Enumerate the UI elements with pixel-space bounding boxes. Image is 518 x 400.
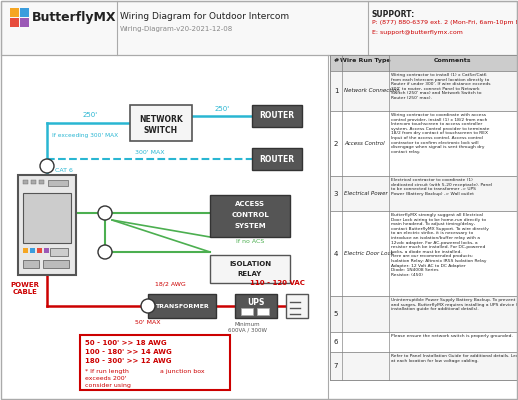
Bar [330,332,517,352]
Bar [210,195,290,237]
Text: Refer to Panel Installation Guide for additional details. Leave 6' service loop
: Refer to Panel Installation Guide for ad… [391,354,518,362]
Circle shape [141,299,155,313]
Text: Uninterruptible Power Supply Battery Backup. To prevent voltage drops
and surges: Uninterruptible Power Supply Battery Bac… [391,298,518,311]
Text: 3: 3 [334,190,338,196]
Text: 100 - 180' >> 14 AWG: 100 - 180' >> 14 AWG [85,349,172,355]
Bar [252,105,302,127]
Text: Access Control: Access Control [344,141,385,146]
Text: P: (877) 880-6379 ext. 2 (Mon-Fri, 6am-10pm EST): P: (877) 880-6379 ext. 2 (Mon-Fri, 6am-1… [372,20,518,25]
Bar [10,8,19,17]
Text: POWER
CABLE: POWER CABLE [10,282,39,295]
Text: RELAY: RELAY [238,271,262,277]
Bar [1,1,517,55]
Text: CAT 6: CAT 6 [55,168,73,173]
Text: TRANSFORMER: TRANSFORMER [155,304,209,308]
Text: 7: 7 [334,363,338,369]
Bar [286,294,308,318]
Text: 1: 1 [45,163,49,169]
Text: Electrical contractor to coordinate (1)
dedicated circuit (with 5-20 receptacle): Electrical contractor to coordinate (1) … [391,178,492,196]
Text: If exceeding 300' MAX: If exceeding 300' MAX [52,133,118,138]
Text: Please ensure the network switch is properly grounded.: Please ensure the network switch is prop… [391,334,513,338]
Bar [330,71,517,111]
Text: consider using: consider using [85,383,131,388]
Text: 5: 5 [334,311,338,317]
Text: Wiring contractor to install (1) x Cat5e/Cat6
from each Intercom panel location : Wiring contractor to install (1) x Cat5e… [391,73,491,100]
Bar [330,55,517,71]
Text: 6: 6 [334,339,338,345]
Text: Wiring-Diagram-v20-2021-12-08: Wiring-Diagram-v20-2021-12-08 [120,26,233,32]
Bar [31,180,36,184]
Text: Wire Run Type: Wire Run Type [340,58,391,63]
Bar [43,260,69,268]
Text: a junction box: a junction box [160,369,205,374]
Text: 1: 1 [334,88,338,94]
Text: Network Connection: Network Connection [344,88,400,94]
Bar [48,180,68,186]
Text: Comments: Comments [434,58,472,63]
Text: ROUTER: ROUTER [260,112,295,120]
Bar [148,294,216,318]
Text: Electric Door Lock: Electric Door Lock [344,251,394,256]
Text: 250': 250' [214,106,229,112]
Text: 180 - 300' >> 12 AWG: 180 - 300' >> 12 AWG [85,358,171,364]
Bar [20,8,29,17]
Bar [18,175,76,275]
Text: 50 - 100' >> 18 AWG: 50 - 100' >> 18 AWG [85,340,167,346]
Circle shape [40,159,54,173]
Text: CONTROL: CONTROL [231,212,269,218]
Circle shape [98,206,112,220]
Bar [330,111,517,176]
Bar [330,211,517,296]
Text: 18/2 AWG: 18/2 AWG [155,282,186,287]
Text: NETWORK: NETWORK [139,115,183,124]
Bar [23,260,39,268]
Text: 4: 4 [334,250,338,256]
Bar [50,248,68,256]
Text: SYSTEM: SYSTEM [234,223,266,229]
Bar [80,335,230,390]
Text: 50' MAX: 50' MAX [135,320,161,325]
Bar [257,308,269,315]
Text: UPS: UPS [247,298,265,307]
Bar [330,296,517,332]
Text: 2: 2 [334,140,338,146]
Bar [130,105,192,141]
Bar [210,255,290,283]
Bar [37,248,42,253]
Bar [39,180,44,184]
Text: ACCESS: ACCESS [235,201,265,207]
Text: 4: 4 [103,249,108,255]
Bar [330,352,517,380]
Text: 110 - 120 VAC: 110 - 120 VAC [250,280,305,286]
Text: ROUTER: ROUTER [260,154,295,164]
Text: E: support@butterflymx.com: E: support@butterflymx.com [372,30,463,35]
Bar [30,248,35,253]
Text: ButterflyMX strongly suggest all Electrical
Door Lock wiring to be home-run dire: ButterflyMX strongly suggest all Electri… [391,213,489,277]
Bar [23,248,28,253]
Circle shape [98,245,112,259]
Text: SWITCH: SWITCH [144,126,178,135]
Text: If no ACS: If no ACS [236,239,264,244]
Bar [252,148,302,170]
Bar [20,18,29,27]
Text: Wiring contractor to coordinate with access
control provider, install (1) x 18/2: Wiring contractor to coordinate with acc… [391,113,490,154]
Text: ISOLATION: ISOLATION [229,261,271,267]
Bar [241,308,253,315]
Bar [330,176,517,211]
Text: 300' MAX: 300' MAX [135,150,165,155]
Text: SUPPORT:: SUPPORT: [372,10,415,19]
Bar [23,180,28,184]
Text: 250': 250' [82,112,97,118]
Bar [10,18,19,27]
Bar [235,294,277,318]
Text: Electrical Power: Electrical Power [344,191,388,196]
Bar [23,193,71,243]
Text: 2: 2 [103,210,107,216]
Text: ButterflyMX: ButterflyMX [32,12,117,24]
Text: Minimum
600VA / 300W: Minimum 600VA / 300W [227,322,266,333]
Bar [44,248,49,253]
Text: * If run length: * If run length [85,369,129,374]
Text: #: # [334,58,339,63]
Text: exceeds 200': exceeds 200' [85,376,126,381]
Text: Wiring Diagram for Outdoor Intercom: Wiring Diagram for Outdoor Intercom [120,12,289,21]
